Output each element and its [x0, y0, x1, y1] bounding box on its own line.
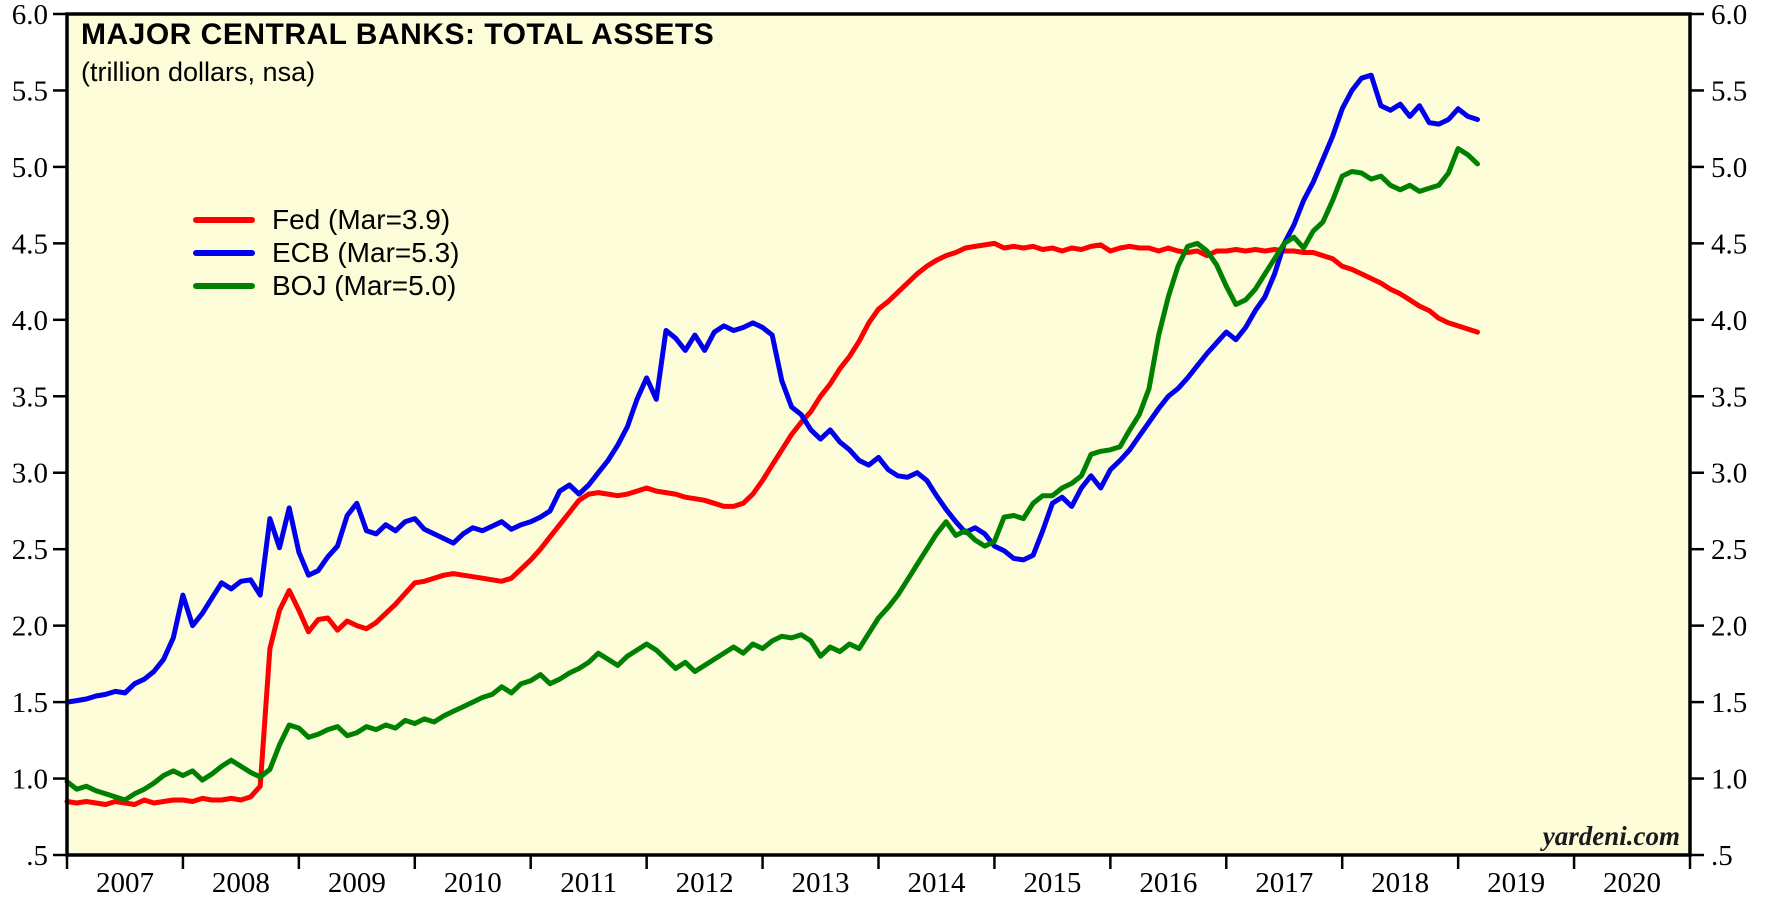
legend-item-ecb: ECB (Mar=5.3) [193, 236, 460, 269]
y-axis-label-right: 6.0 [1711, 0, 1747, 31]
y-axis-label-left: 2.5 [12, 534, 48, 566]
x-axis-label: 2008 [212, 867, 270, 899]
legend-item-boj: BOJ (Mar=5.0) [193, 269, 460, 302]
x-axis-label: 2020 [1603, 867, 1661, 899]
y-axis-label-left: 5.5 [12, 75, 48, 107]
x-axis-label: 2007 [96, 867, 154, 899]
y-axis-label-right: 5.5 [1711, 75, 1747, 107]
y-axis-label-left: 3.0 [12, 458, 48, 490]
ecb-line [64, 72, 1480, 705]
y-axis-label-left: 4.0 [12, 305, 48, 337]
ecb-line-swatch [193, 249, 255, 256]
boj-line [64, 146, 1480, 803]
x-axis-label: 2009 [328, 867, 386, 899]
chart-subtitle: (trillion dollars, nsa) [81, 57, 316, 87]
x-axis-label: 2013 [792, 867, 850, 899]
y-axis-label-right: 2.5 [1711, 534, 1747, 566]
y-axis-label-right: 4.5 [1711, 228, 1747, 260]
x-axis-label: 2011 [560, 867, 617, 899]
y-axis-label-right: 1.5 [1711, 687, 1747, 719]
y-axis-label-right: 2.0 [1711, 611, 1747, 643]
y-axis-label-left: 6.0 [12, 0, 48, 31]
chart-title: MAJOR CENTRAL BANKS: TOTAL ASSETS [81, 18, 715, 51]
legend-item-fed: Fed (Mar=3.9) [193, 203, 460, 236]
plot-frame [65, 12, 1692, 857]
legend-label-ecb: ECB (Mar=5.3) [272, 236, 460, 268]
x-axis-label: 2010 [444, 867, 502, 899]
plot-background [67, 14, 1690, 855]
fed-line-swatch [193, 216, 255, 223]
x-axis-label: 2018 [1371, 867, 1429, 899]
y-axis-label-right: 4.0 [1711, 305, 1747, 337]
y-axis-label-left: .5 [26, 840, 48, 872]
watermark: yardeni.com [1542, 821, 1680, 851]
x-axis-label: 2015 [1023, 867, 1081, 899]
fed-line [64, 240, 1480, 807]
y-axis-label-right: 3.0 [1711, 458, 1747, 490]
x-axis-label: 2014 [907, 867, 966, 899]
y-axis-label-left: 4.5 [12, 228, 48, 260]
y-axis-label-left: 1.5 [12, 687, 48, 719]
y-axis-label-right: 5.0 [1711, 152, 1747, 184]
legend-label-boj: BOJ (Mar=5.0) [272, 269, 457, 301]
boj-line-swatch [193, 282, 255, 289]
x-axis-label: 2019 [1487, 867, 1545, 899]
y-axis-label-left: 3.5 [12, 381, 48, 413]
y-axis-label-left: 2.0 [12, 611, 48, 643]
y-axis-label-right: 1.0 [1711, 764, 1747, 796]
legend-label-fed: Fed (Mar=3.9) [272, 203, 451, 235]
x-axis-label: 2017 [1255, 867, 1313, 899]
y-axis-label-left: 1.0 [12, 764, 48, 796]
legend: Fed (Mar=3.9) ECB (Mar=5.3) BOJ (Mar=5.0… [193, 203, 460, 302]
x-axis-label: 2016 [1139, 867, 1197, 899]
x-axis-label: 2012 [676, 867, 734, 899]
y-axis-label-right: 3.5 [1711, 381, 1747, 413]
y-axis-label-left: 5.0 [12, 152, 48, 184]
y-axis-label-right: .5 [1711, 840, 1733, 872]
